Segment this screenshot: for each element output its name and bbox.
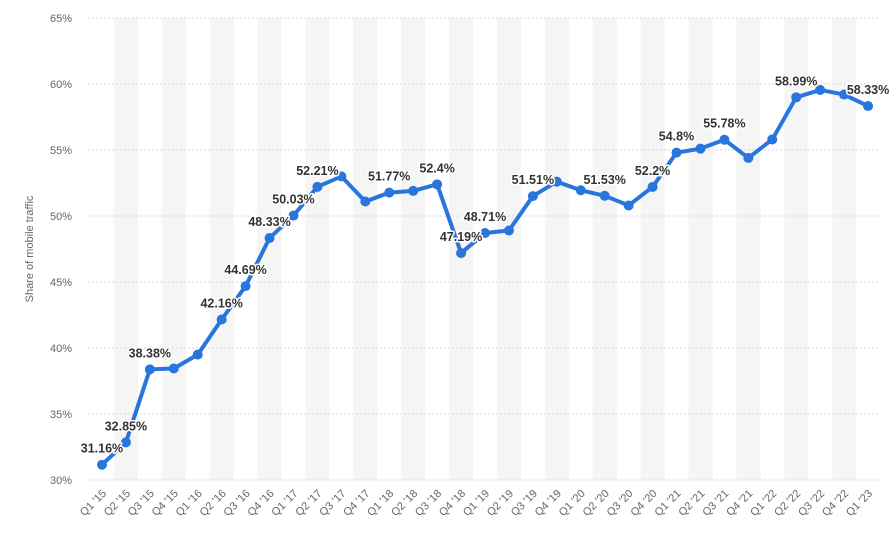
data-label: 51.53% [583,173,625,187]
data-label: 42.16% [200,296,242,310]
data-label: 55.78% [703,117,745,131]
x-tick-label: Q1 '23 [844,488,875,519]
y-axis-label: Share of mobile traffic [24,195,36,302]
data-point[interactable] [480,228,490,239]
data-label: 54.8% [659,130,694,144]
data-point[interactable] [216,314,227,325]
data-point[interactable] [240,281,251,292]
column-bands [113,18,857,480]
data-label: 31.16% [81,442,123,456]
column-band [592,18,617,480]
data-point[interactable] [144,364,155,375]
y-tick-label: 65% [50,13,72,25]
gridlines [88,17,880,481]
column-band [209,18,234,480]
data-point[interactable] [599,190,610,201]
y-tick-label: 45% [50,277,72,289]
data-label: 58.99% [775,74,817,88]
data-point[interactable] [695,143,706,154]
data-point[interactable] [360,196,371,207]
data-label: 32.85% [105,419,147,433]
y-tick-label: 35% [50,409,72,421]
data-point[interactable] [575,185,586,196]
data-label: 48.33% [248,215,290,229]
column-band [113,18,138,480]
data-label: 44.69% [224,263,266,277]
column-band [640,18,665,480]
column-band [784,18,809,480]
data-point[interactable] [767,134,778,145]
data-point[interactable] [312,181,323,192]
data-label: 47.19% [440,230,482,244]
column-band [688,18,713,480]
data-label: 48.71% [464,210,506,224]
column-band [305,18,330,480]
y-tick-label: 55% [50,145,72,157]
data-label: 51.77% [368,170,410,184]
data-point[interactable] [863,101,874,112]
data-point[interactable] [527,191,538,202]
data-label: 38.38% [129,346,171,360]
data-point[interactable] [647,181,658,192]
data-point[interactable] [336,171,347,182]
data-point[interactable] [384,187,395,198]
data-point[interactable] [815,84,826,95]
data-label: 52.21% [296,164,338,178]
y-tick-label: 30% [50,475,72,487]
data-label: 58.33% [847,83,889,97]
data-point[interactable] [623,200,634,211]
data-point[interactable] [432,179,443,190]
column-band [353,18,378,480]
data-point[interactable] [264,233,275,244]
column-band [257,18,282,480]
data-label: 50.03% [272,193,314,207]
column-band [736,18,761,480]
data-point[interactable] [408,185,419,196]
column-band [161,18,186,480]
data-label: 51.51% [512,173,554,187]
column-band [496,18,521,480]
data-labels: 31.16% 32.85% 38.38% 42.16% 44.69% 48.33% 50.0… [79,73,890,457]
data-label: 52.2% [635,164,670,178]
data-point[interactable] [192,349,203,360]
column-band [544,18,569,480]
data-point[interactable] [288,210,299,221]
y-tick-label: 40% [50,343,72,355]
y-tick-label: 50% [50,211,72,223]
y-tick-label: 60% [50,79,72,91]
data-point[interactable] [743,152,754,163]
data-point[interactable] [120,437,131,448]
data-point[interactable] [503,225,514,236]
y-axis-ticks: 30% 35% 40% 45% 50% 55% 60% 65% [50,13,72,487]
data-point[interactable] [671,147,682,158]
column-band [401,18,426,480]
data-point[interactable] [839,89,850,100]
data-point[interactable] [719,134,730,145]
data-point[interactable] [168,363,179,374]
data-label: 52.4% [419,161,454,175]
data-point[interactable] [456,248,467,259]
data-point[interactable] [96,459,107,470]
data-points [96,84,874,470]
column-band [832,18,857,480]
data-point[interactable] [551,176,562,187]
data-point[interactable] [791,92,802,103]
